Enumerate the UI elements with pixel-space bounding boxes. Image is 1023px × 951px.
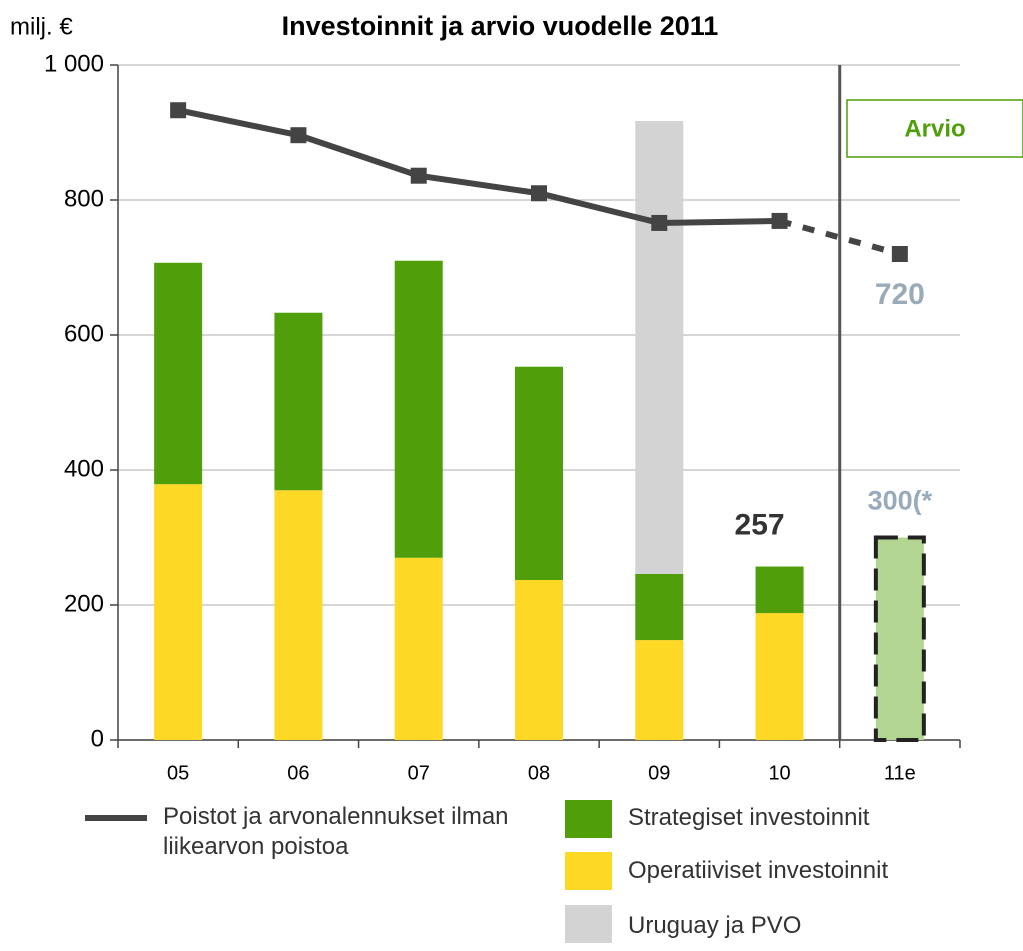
bar [755, 566, 804, 614]
line-marker [771, 212, 788, 229]
x-tick-label: 05 [167, 762, 189, 784]
line-dashed [778, 218, 901, 257]
bar [154, 262, 203, 485]
x-tick-label: 06 [287, 762, 309, 784]
bar [635, 573, 684, 641]
annotation: Arvio [904, 115, 965, 142]
bar [873, 535, 926, 742]
bar [274, 312, 323, 491]
bar [394, 260, 443, 558]
annotation-box [846, 99, 1023, 158]
x-tick-label: 08 [528, 762, 550, 784]
line-marker [290, 127, 307, 144]
y-tick-label: 800 [64, 185, 104, 212]
line-marker [170, 102, 187, 119]
y-tick-label: 0 [91, 725, 104, 752]
bar [394, 557, 443, 740]
legend-label: Poistot ja arvonalennukset ilman liikear… [163, 803, 509, 860]
x-tick-label: 10 [768, 762, 790, 784]
bar [515, 366, 563, 581]
line-marker [891, 246, 908, 262]
legend-label: Operatiiviset investoinnit [628, 857, 889, 884]
bar [635, 121, 684, 574]
bar [274, 490, 323, 740]
bar [755, 613, 804, 740]
x-tick-label: 09 [648, 762, 670, 784]
legend-label: Uruguay ja PVO [628, 912, 802, 939]
legend-label: Strategiset investoinnit [628, 804, 870, 831]
annotation: 257 [735, 508, 785, 541]
bar [515, 580, 563, 740]
x-tick-label: 07 [408, 762, 430, 784]
value-label: 720 [875, 278, 925, 311]
y-tick-label: 600 [64, 320, 104, 347]
y-tick-label: 1 000 [44, 50, 104, 77]
line-marker [651, 214, 668, 231]
bar [635, 640, 684, 740]
legend-swatch [565, 905, 612, 943]
legend-swatch [565, 800, 612, 838]
legend-swatch [85, 815, 147, 821]
line-marker [531, 185, 547, 202]
legend-swatch [565, 852, 612, 890]
value-label: 300(* [868, 486, 933, 516]
bar [154, 484, 203, 740]
y-tick-label: 200 [64, 590, 104, 617]
line [177, 107, 780, 226]
line-marker [410, 167, 427, 184]
x-tick-label: 11e [884, 762, 916, 784]
chart-title: Investoinnit ja arvio vuodelle 2011 [282, 11, 719, 41]
y-axis-label: milj. € [10, 13, 73, 40]
y-tick-label: 400 [64, 455, 104, 482]
